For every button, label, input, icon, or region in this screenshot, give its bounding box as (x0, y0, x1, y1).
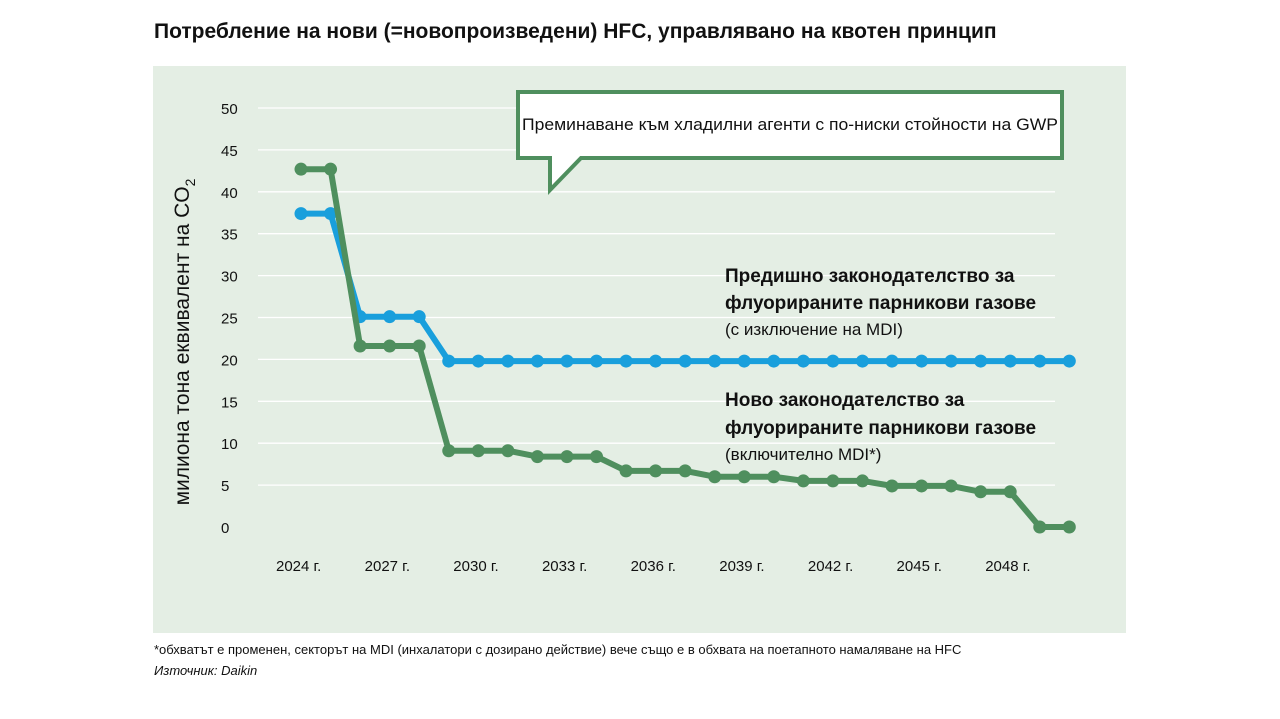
series-label: Ново законодателство за флуорираните парн… (725, 390, 1036, 464)
callout-border (516, 90, 1064, 195)
data-point (767, 354, 781, 368)
data-point (471, 444, 485, 458)
plot-background (153, 66, 1126, 633)
data-point (383, 339, 397, 353)
data-point (915, 354, 929, 368)
x-tick-label: 2024 г. (276, 558, 321, 575)
series-group (294, 162, 1076, 534)
data-point (383, 310, 397, 324)
data-point (678, 464, 692, 478)
data-point (530, 450, 544, 464)
data-point (560, 450, 574, 464)
y-tick-label: 50 (221, 101, 238, 118)
series-label-line: Предишно законодателство за (725, 266, 1015, 287)
chart-panel: 0 5 10 15 20 25 30 35 40 45 50 2024 г. 2027 г. 2030 … (153, 66, 1126, 633)
data-point (442, 354, 456, 368)
data-point (412, 339, 426, 353)
data-point (855, 474, 869, 488)
data-point (619, 464, 633, 478)
x-tick-label: 2027 г. (365, 558, 410, 575)
data-point (767, 470, 781, 484)
data-point (501, 444, 515, 458)
data-point (826, 474, 840, 488)
x-tick-label: 2036 г. (631, 558, 676, 575)
data-point (885, 354, 899, 368)
data-point (678, 354, 692, 368)
data-point (1062, 354, 1076, 368)
data-point (649, 464, 663, 478)
series-new-legislation (294, 162, 1076, 534)
data-point (619, 354, 633, 368)
line-chart: 0 5 10 15 20 25 30 35 40 45 50 2024 г. 2027 г. 2030 … (153, 66, 1126, 633)
x-axis-ticks: 2024 г. 2027 г. 2030 г. 2033 г. 2036 г. 2039 … (276, 558, 1031, 575)
data-point (324, 162, 338, 176)
data-point (855, 354, 869, 368)
data-point (1033, 520, 1047, 534)
series-label-note: (с изключение на MDI) (725, 320, 903, 339)
y-tick-label: 10 (221, 436, 238, 453)
y-tick-label: 30 (221, 269, 238, 286)
data-point (1003, 354, 1017, 368)
data-point (974, 485, 988, 499)
x-tick-label: 2030 г. (453, 558, 498, 575)
y-tick-label: 35 (221, 227, 238, 244)
data-point (649, 354, 663, 368)
data-point (590, 450, 603, 464)
data-point (1003, 485, 1017, 499)
data-point (944, 354, 958, 368)
data-point (1062, 520, 1076, 534)
data-point (708, 470, 722, 484)
data-point (530, 354, 544, 368)
y-tick-label: 40 (221, 185, 238, 202)
chart-title: Потребление на нови (=новопроизведени) H… (154, 20, 997, 43)
y-tick-label: 20 (221, 352, 238, 369)
callout-text: Преминаване към хладилни агенти с по-нис… (522, 115, 1058, 134)
y-tick-label: 25 (221, 311, 238, 328)
data-point (590, 354, 603, 368)
x-tick-label: 2048 г. (985, 558, 1030, 575)
data-point (294, 207, 308, 221)
source-note: Източник: Daikin (154, 663, 258, 678)
y-tick-label: 45 (221, 143, 238, 160)
data-point (471, 354, 485, 368)
data-point (737, 354, 751, 368)
data-point (324, 207, 338, 221)
data-point (442, 444, 456, 458)
footnote: *обхватът е променен, секторът на MDI (и… (154, 642, 962, 657)
x-tick-label: 2039 г. (719, 558, 764, 575)
x-tick-label: 2045 г. (897, 558, 942, 575)
data-point (412, 310, 426, 324)
data-point (915, 479, 929, 493)
y-tick-label: 0 (221, 520, 229, 537)
y-tick-label: 5 (221, 478, 229, 495)
series-labels: Предишно законодателство за флуорираните … (725, 266, 1036, 464)
data-point (796, 474, 810, 488)
y-axis-label-subscript: 2 (182, 178, 198, 186)
data-point (353, 339, 367, 353)
data-point (1033, 354, 1047, 368)
data-point (737, 470, 751, 484)
data-point (560, 354, 574, 368)
y-tick-label: 15 (221, 394, 238, 411)
y-axis-label-main: милиона тона еквивалент на CO (171, 186, 194, 505)
data-point (501, 354, 515, 368)
x-tick-label: 2033 г. (542, 558, 587, 575)
callout-box: Преминаване към хладилни агенти с по-нис… (516, 90, 1064, 195)
data-point (826, 354, 840, 368)
series-label: Предишно законодателство за флуорираните … (725, 266, 1036, 339)
data-point (796, 354, 810, 368)
data-point (885, 479, 899, 493)
series-label-line: Ново законодателство за (725, 390, 965, 411)
series-label-line: флуорираните парникови газове (725, 293, 1036, 314)
x-tick-label: 2042 г. (808, 558, 853, 575)
data-point (944, 479, 958, 493)
data-point (294, 162, 308, 176)
series-label-line: флуорираните парникови газове (725, 418, 1036, 439)
y-axis-ticks: 0 5 10 15 20 25 30 35 40 45 50 (221, 101, 238, 537)
data-point (974, 354, 988, 368)
y-axis-label: милиона тона еквивалент на CO2 (171, 178, 198, 505)
series-label-note: (включително MDI*) (725, 445, 881, 464)
data-point (708, 354, 722, 368)
